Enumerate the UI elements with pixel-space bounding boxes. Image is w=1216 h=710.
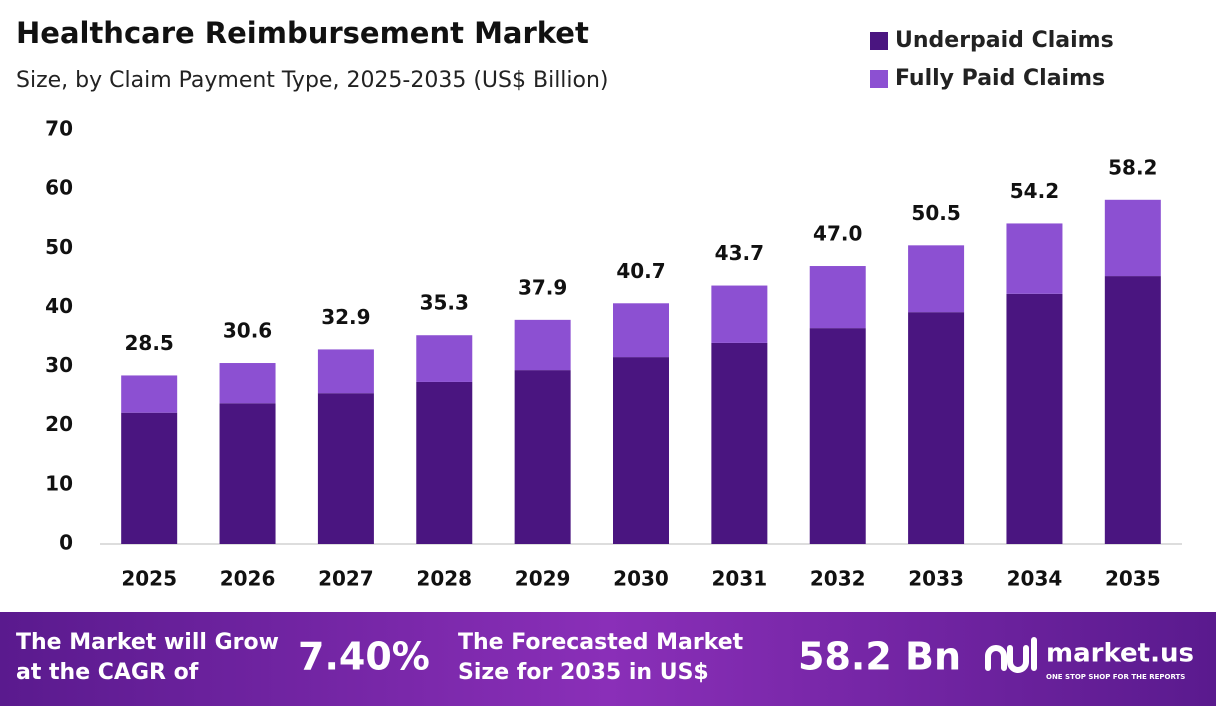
bar-segment [711,342,768,544]
brand-logo [985,637,1037,673]
y-tick-label: 0 [59,531,73,555]
legend-label: Fully Paid Claims [895,66,1105,91]
total-label: 35.3 [420,291,469,315]
cagr-text: at the CAGR of [16,660,199,685]
total-label: 37.9 [518,275,567,299]
x-tick-label: 2035 [1105,567,1161,591]
bar-segment [711,285,768,343]
total-label: 54.2 [1010,179,1059,203]
x-tick-label: 2028 [416,567,472,591]
bar-segment [514,370,571,544]
total-label: 32.9 [321,305,370,329]
total-label: 40.7 [616,259,665,283]
bar-segment [908,312,965,544]
bar-segment [613,303,669,358]
y-tick-label: 50 [45,235,73,259]
x-tick-label: 2031 [712,567,768,591]
cagr-value: 7.40% [298,635,430,679]
brand-tagline: ONE STOP SHOP FOR THE REPORTS [1046,673,1185,681]
bar-segment [1104,276,1161,544]
forecast-text: The Forecasted Market [458,630,744,655]
y-tick-label: 30 [45,353,73,377]
y-tick-label: 10 [45,471,73,495]
bar-segment [809,266,866,329]
forecast-text: Size for 2035 in US$ [458,660,709,685]
bar-segment [908,245,965,313]
x-tick-label: 2025 [121,567,177,591]
x-tick-label: 2034 [1007,567,1063,591]
total-label: 28.5 [125,331,174,355]
bar-segment [121,375,178,413]
x-tick-label: 2026 [220,567,276,591]
bar-segment [219,363,276,404]
footer-banner [0,612,1216,706]
y-tick-label: 40 [45,294,73,318]
chart-subtitle: Size, by Claim Payment Type, 2025-2035 (… [16,68,609,93]
bar-segment [416,335,473,382]
brand-name: market.us [1046,639,1194,669]
forecast-value: 58.2 Bn [798,635,961,679]
chart-title: Healthcare Reimbursement Market [16,16,589,50]
y-tick-label: 70 [45,117,73,141]
bar-segment [317,349,374,394]
cagr-text: The Market will Grow [16,630,279,655]
bar-segment [809,328,866,544]
total-label: 43.7 [715,241,764,265]
y-tick-label: 20 [45,412,73,436]
total-label: 30.6 [223,319,272,343]
y-tick-label: 60 [45,176,73,200]
bar-segment [1006,223,1063,294]
bar-segment [514,319,571,371]
total-label: 50.5 [911,201,960,225]
legend: Underpaid Claims Fully Paid Claims [870,28,1114,91]
x-tick-label: 2027 [318,567,374,591]
bar-segment [1104,199,1161,277]
x-tick-label: 2032 [810,567,866,591]
bar-segment [1006,293,1063,544]
bar-segment [219,403,276,544]
total-label: 47.0 [813,222,862,246]
bar-segment [416,381,473,544]
legend-label: Underpaid Claims [895,28,1114,53]
x-tick-label: 2029 [515,567,571,591]
bar-segment [121,412,178,544]
legend-swatch [870,32,888,50]
bar-segment [613,357,669,544]
x-tick-label: 2030 [613,567,669,591]
bar-segment [317,393,374,544]
legend-swatch [870,70,888,88]
total-label: 58.2 [1108,155,1157,179]
x-tick-label: 2033 [908,567,964,591]
